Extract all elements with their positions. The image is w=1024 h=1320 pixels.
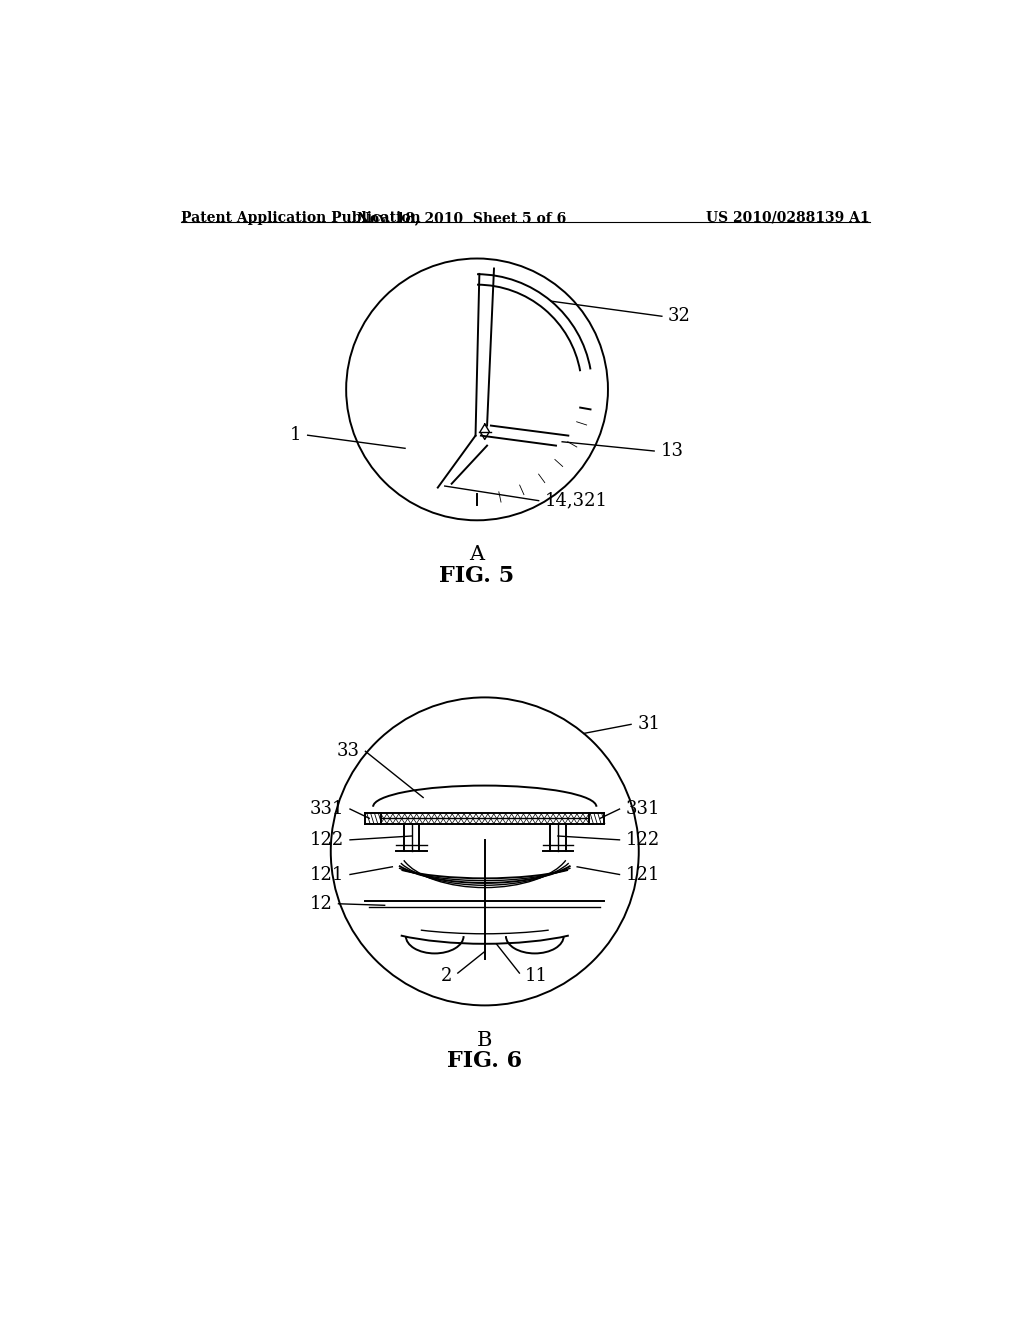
Text: 121: 121 bbox=[309, 866, 344, 883]
Text: 32: 32 bbox=[668, 308, 691, 325]
Text: 331: 331 bbox=[626, 800, 660, 818]
Text: 121: 121 bbox=[626, 866, 660, 883]
Text: FIG. 6: FIG. 6 bbox=[447, 1049, 522, 1072]
Text: US 2010/0288139 A1: US 2010/0288139 A1 bbox=[707, 211, 869, 224]
Text: 122: 122 bbox=[626, 830, 659, 849]
Text: 11: 11 bbox=[524, 968, 548, 985]
Text: 122: 122 bbox=[309, 830, 344, 849]
Text: 14,321: 14,321 bbox=[545, 491, 608, 510]
Text: 13: 13 bbox=[660, 442, 683, 459]
Text: Patent Application Publication: Patent Application Publication bbox=[180, 211, 420, 224]
Text: A: A bbox=[469, 545, 484, 565]
Text: 12: 12 bbox=[309, 895, 333, 912]
Text: 1: 1 bbox=[290, 426, 301, 445]
Text: 331: 331 bbox=[309, 800, 344, 818]
Text: 33: 33 bbox=[336, 742, 359, 760]
Text: FIG. 5: FIG. 5 bbox=[439, 565, 515, 586]
Text: B: B bbox=[477, 1031, 493, 1049]
Text: 2: 2 bbox=[441, 968, 453, 985]
Text: 31: 31 bbox=[637, 715, 660, 734]
Text: Nov. 18, 2010  Sheet 5 of 6: Nov. 18, 2010 Sheet 5 of 6 bbox=[357, 211, 566, 224]
